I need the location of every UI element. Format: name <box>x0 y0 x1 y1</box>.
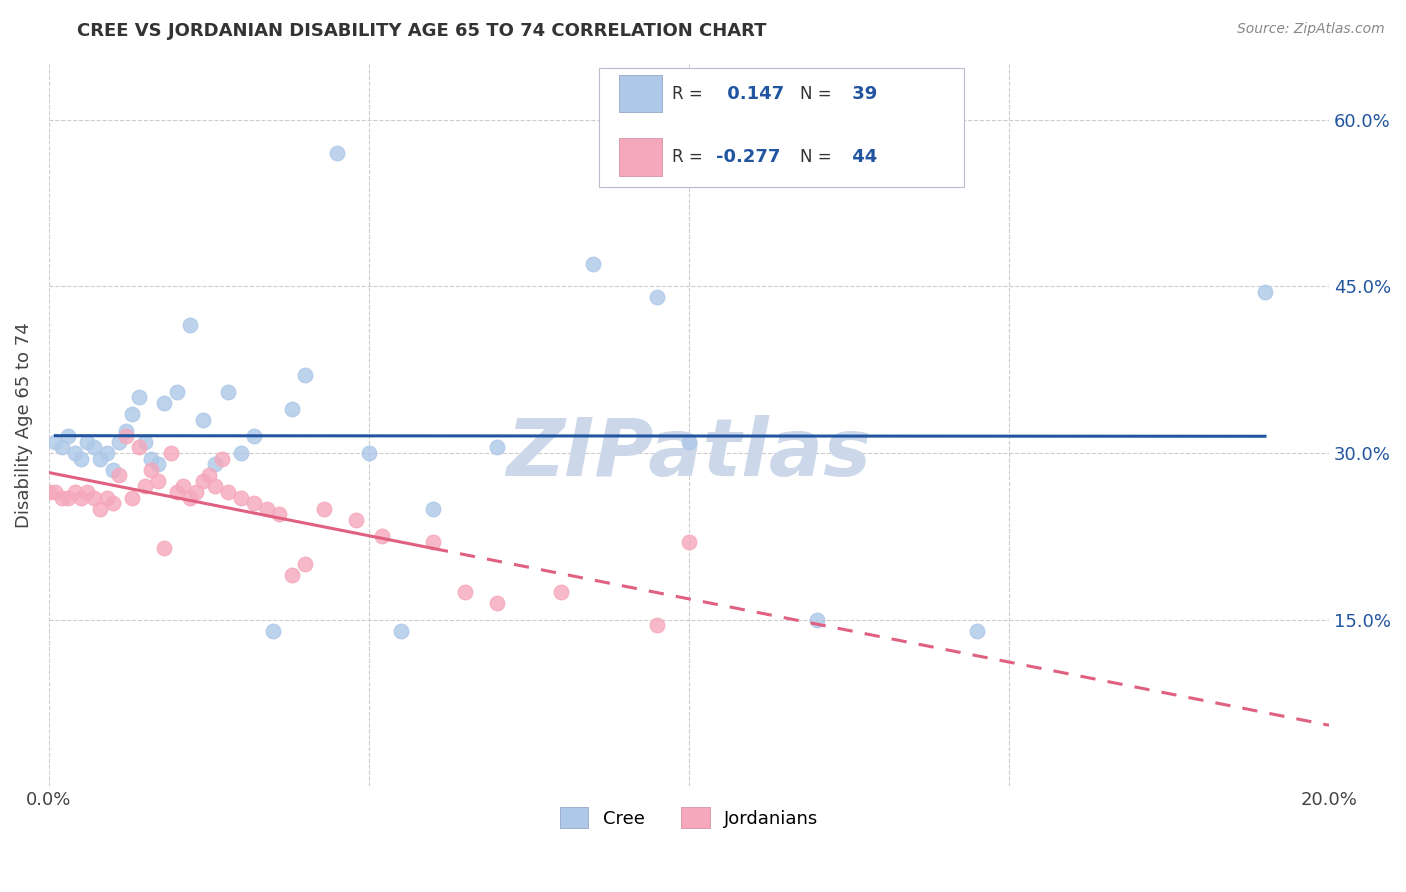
Point <box>678 535 700 549</box>
Point <box>485 596 508 610</box>
Point <box>242 496 264 510</box>
Point <box>146 474 169 488</box>
Point <box>70 491 93 505</box>
Point <box>121 491 143 505</box>
FancyBboxPatch shape <box>619 75 662 112</box>
Point <box>1254 285 1277 299</box>
Point <box>217 384 239 399</box>
Point <box>83 441 105 455</box>
Point <box>38 485 60 500</box>
Point <box>204 457 226 471</box>
Point <box>357 446 380 460</box>
Point <box>229 491 252 505</box>
Point <box>166 485 188 500</box>
Point <box>63 485 86 500</box>
Point <box>134 434 156 449</box>
Point <box>211 451 233 466</box>
Text: 0.147: 0.147 <box>721 85 785 103</box>
Point <box>326 145 349 160</box>
Point <box>314 501 336 516</box>
Point <box>550 585 572 599</box>
Point <box>806 613 828 627</box>
Point <box>186 485 208 500</box>
Point <box>76 434 98 449</box>
Point <box>159 446 181 460</box>
Point <box>114 429 136 443</box>
Point <box>242 429 264 443</box>
Point <box>96 491 118 505</box>
Point <box>389 624 412 638</box>
FancyBboxPatch shape <box>619 138 662 176</box>
Point <box>108 434 131 449</box>
Point <box>179 491 201 505</box>
Point <box>141 463 163 477</box>
Point <box>269 507 291 521</box>
Point <box>134 479 156 493</box>
Y-axis label: Disability Age 65 to 74: Disability Age 65 to 74 <box>15 322 32 528</box>
Point <box>44 434 66 449</box>
Text: N =: N = <box>800 85 832 103</box>
Point <box>44 485 66 500</box>
Point <box>422 535 444 549</box>
Point <box>281 568 304 582</box>
Point <box>262 624 284 638</box>
Point <box>101 463 124 477</box>
Point <box>89 501 111 516</box>
Point <box>83 491 105 505</box>
Point <box>966 624 988 638</box>
Point <box>294 558 316 572</box>
Text: R =: R = <box>672 85 703 103</box>
Point <box>582 257 605 271</box>
Point <box>128 441 150 455</box>
Text: N =: N = <box>800 148 832 166</box>
Text: Source: ZipAtlas.com: Source: ZipAtlas.com <box>1237 22 1385 37</box>
Point <box>172 479 194 493</box>
Point <box>56 429 79 443</box>
Point <box>344 513 367 527</box>
Point <box>191 413 214 427</box>
Point <box>76 485 98 500</box>
Text: R =: R = <box>672 148 703 166</box>
Point <box>422 501 444 516</box>
Point <box>204 479 226 493</box>
Point <box>89 451 111 466</box>
Point <box>179 318 201 333</box>
Text: CREE VS JORDANIAN DISABILITY AGE 65 TO 74 CORRELATION CHART: CREE VS JORDANIAN DISABILITY AGE 65 TO 7… <box>77 22 766 40</box>
Point <box>51 441 73 455</box>
Point <box>678 434 700 449</box>
Point <box>645 290 668 304</box>
Point <box>153 541 176 555</box>
Text: 39: 39 <box>846 85 877 103</box>
Point <box>70 451 93 466</box>
Point <box>121 407 143 421</box>
Point <box>101 496 124 510</box>
Point <box>146 457 169 471</box>
Text: -0.277: -0.277 <box>716 148 780 166</box>
Point <box>371 529 394 543</box>
Point <box>141 451 163 466</box>
Point <box>96 446 118 460</box>
Point <box>56 491 79 505</box>
Point <box>166 384 188 399</box>
Point <box>229 446 252 460</box>
Point <box>108 468 131 483</box>
Point <box>217 485 239 500</box>
Point <box>63 446 86 460</box>
Point <box>114 424 136 438</box>
Point <box>128 391 150 405</box>
Point <box>51 491 73 505</box>
Point <box>191 474 214 488</box>
Point <box>281 401 304 416</box>
Text: 44: 44 <box>846 148 877 166</box>
Legend: Cree, Jordanians: Cree, Jordanians <box>553 800 825 835</box>
Point <box>198 468 221 483</box>
Point <box>294 368 316 383</box>
Point <box>485 441 508 455</box>
Point <box>645 618 668 632</box>
Point <box>454 585 477 599</box>
Point <box>256 501 278 516</box>
Point <box>153 396 176 410</box>
Text: ZIPatlas: ZIPatlas <box>506 415 872 493</box>
FancyBboxPatch shape <box>599 68 965 186</box>
